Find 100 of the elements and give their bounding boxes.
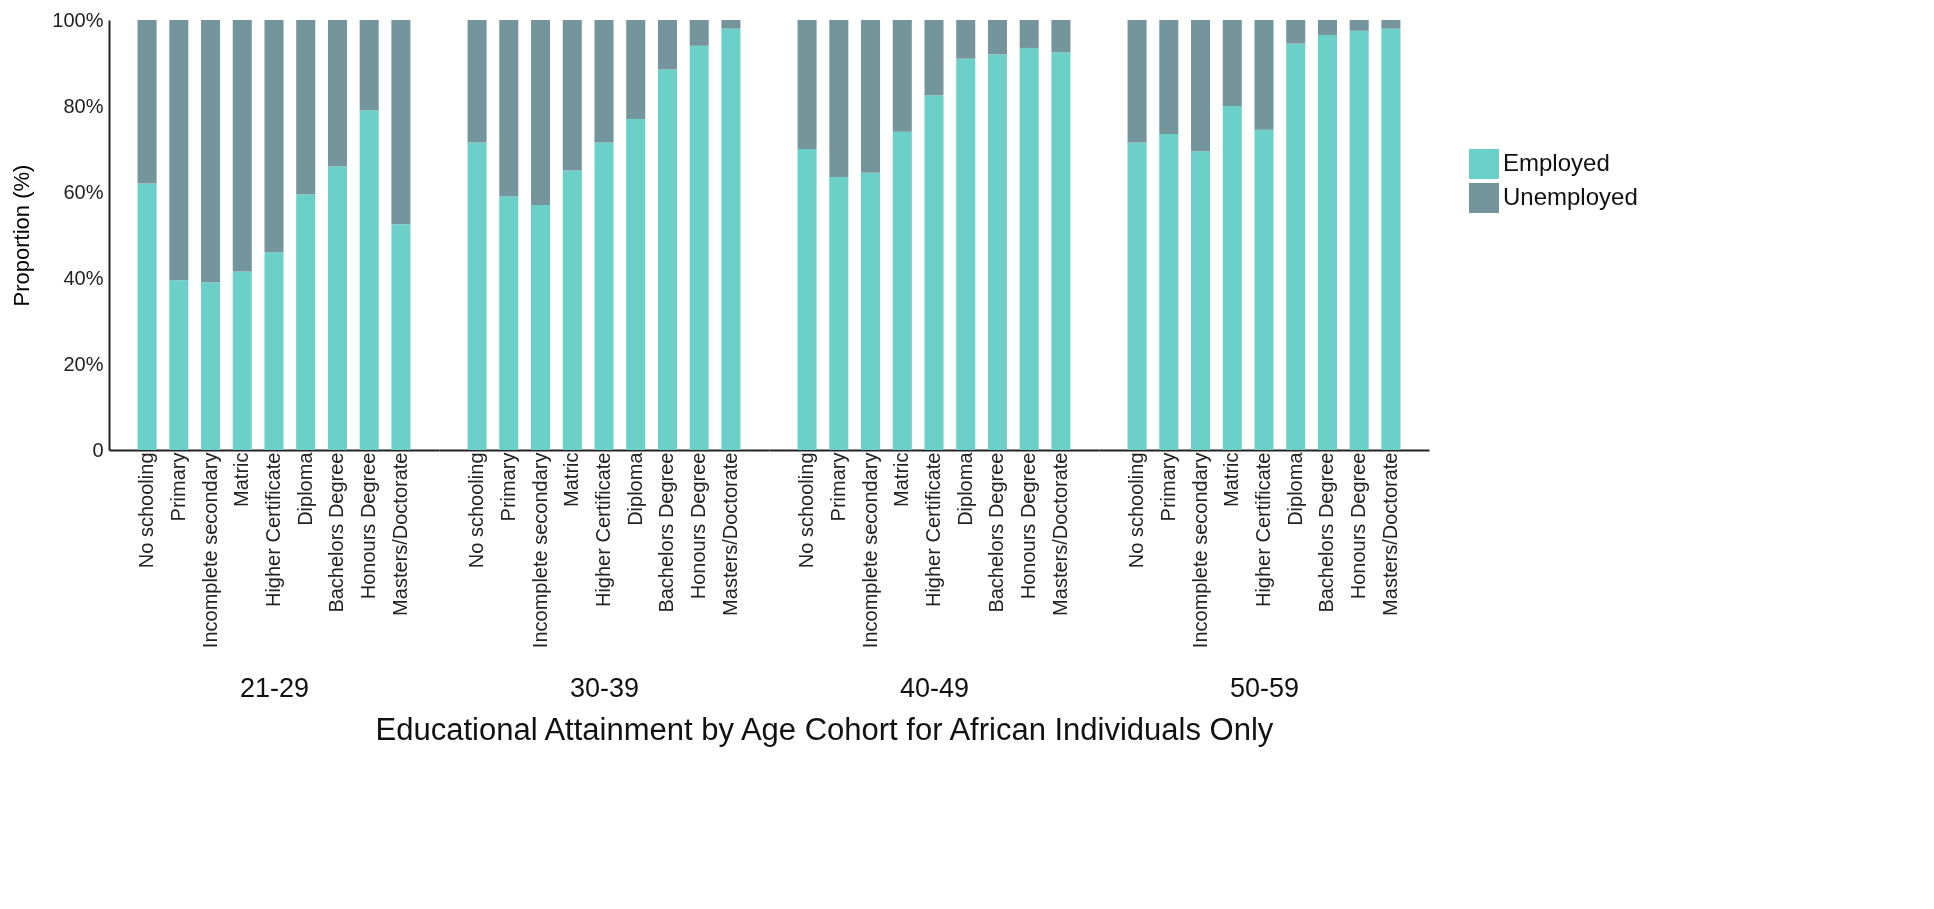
x-tick-label: No schooling <box>135 452 158 569</box>
x-tick-label: Masters/Doctorate <box>1378 452 1401 616</box>
bar <box>657 69 677 450</box>
x-tick-label: Primary <box>496 452 519 522</box>
y-tick-label: 80% <box>63 94 104 117</box>
bar <box>201 20 221 283</box>
x-tick-label: Bachelors Degree <box>655 452 678 613</box>
bar <box>1381 20 1401 29</box>
x-tick-label: Honours Degree <box>357 452 380 600</box>
bar <box>531 204 551 450</box>
bar <box>1254 20 1274 130</box>
bar <box>169 20 189 281</box>
x-tick-label: Diploma <box>1283 451 1306 526</box>
bar <box>861 172 881 450</box>
bar <box>1381 28 1401 450</box>
y-tick-label: 100% <box>52 8 104 31</box>
x-tick-label: Incomplete secondary <box>858 452 881 649</box>
y-tick-label: 60% <box>63 180 104 203</box>
bar <box>797 149 817 450</box>
x-tick-label: Higher Certificate <box>592 452 614 608</box>
bar <box>956 58 976 450</box>
bar <box>327 20 347 167</box>
bar <box>892 20 912 132</box>
bar <box>924 20 944 96</box>
x-tick-label: Matric <box>890 452 913 507</box>
bar <box>1191 151 1211 450</box>
y-tick-label: 20% <box>63 352 104 375</box>
x-tick-label: Honours Degree <box>687 452 710 600</box>
x-tick-label: No schooling <box>795 452 818 569</box>
bar <box>391 20 411 225</box>
bar <box>232 20 252 272</box>
x-tick-label: Incomplete secondary <box>528 452 551 649</box>
bar <box>626 118 646 450</box>
bar <box>264 252 284 450</box>
x-tick-label: No schooling <box>465 452 488 569</box>
bar <box>327 166 347 450</box>
bar <box>1286 43 1306 450</box>
x-tick-label: Incomplete secondary <box>198 452 221 649</box>
bar <box>924 95 944 450</box>
y-tick-label: 0 <box>92 438 104 461</box>
bar <box>232 271 252 450</box>
bar <box>499 20 519 197</box>
x-tick-label: Primary <box>826 452 849 522</box>
x-tick-label: Primary <box>166 452 189 522</box>
bar <box>594 20 614 143</box>
x-tick-label: Honours Degree <box>1017 452 1040 600</box>
x-tick-label: Incomplete secondary <box>1188 452 1211 649</box>
bar <box>499 196 519 450</box>
x-tick-label: Honours Degree <box>1347 452 1370 600</box>
bar <box>892 131 912 450</box>
bar <box>1127 142 1147 450</box>
bar <box>1159 20 1179 134</box>
x-tick-label: Higher Certificate <box>1252 452 1274 608</box>
bar <box>1222 106 1242 450</box>
x-tick-label: Higher Certificate <box>922 452 944 608</box>
bar <box>1286 20 1306 44</box>
x-tick-label: Matric <box>230 452 253 507</box>
x-axis-title: 30-39 <box>569 673 640 704</box>
bar <box>987 54 1007 450</box>
bar <box>137 183 157 450</box>
bar <box>797 20 817 149</box>
bar <box>1222 20 1242 106</box>
bar <box>594 142 614 450</box>
bar <box>829 20 849 177</box>
y-tick-label: 40% <box>63 266 104 289</box>
x-tick-label: Bachelors Degree <box>325 452 348 613</box>
bar <box>467 20 487 143</box>
bar <box>861 20 881 173</box>
x-tick-label: Diploma <box>953 451 976 526</box>
x-tick-label: Masters/Doctorate <box>1048 452 1071 616</box>
bar <box>359 20 379 111</box>
x-axis-title: 50-59 <box>1229 673 1300 704</box>
bar <box>829 176 849 450</box>
x-tick-label: Diploma <box>623 451 646 526</box>
bar <box>1349 20 1369 31</box>
x-axis-title: 21-29 <box>239 673 310 704</box>
bar <box>1317 35 1337 450</box>
bar <box>1159 133 1179 450</box>
x-tick-label: No schooling <box>1125 452 1148 569</box>
bar <box>1127 20 1147 143</box>
bar <box>1254 129 1274 450</box>
bar <box>956 20 976 59</box>
bar <box>296 194 316 450</box>
bar <box>359 110 379 450</box>
x-tick-label: Masters/Doctorate <box>388 452 411 616</box>
bar <box>626 20 646 119</box>
bar <box>1019 20 1039 48</box>
bar <box>296 20 316 195</box>
bar <box>169 280 189 450</box>
bar <box>137 20 157 184</box>
bar <box>987 20 1007 55</box>
bar <box>689 20 709 46</box>
bar <box>1051 20 1071 53</box>
bar <box>562 20 582 171</box>
legend-label: Unemployed <box>1503 183 1638 210</box>
legend-label: Employed <box>1503 149 1610 176</box>
x-tick-label: Primary <box>1156 452 1179 522</box>
bar <box>657 20 677 70</box>
x-tick-label: Diploma <box>293 451 316 526</box>
x-tick-label: Higher Certificate <box>262 452 284 608</box>
